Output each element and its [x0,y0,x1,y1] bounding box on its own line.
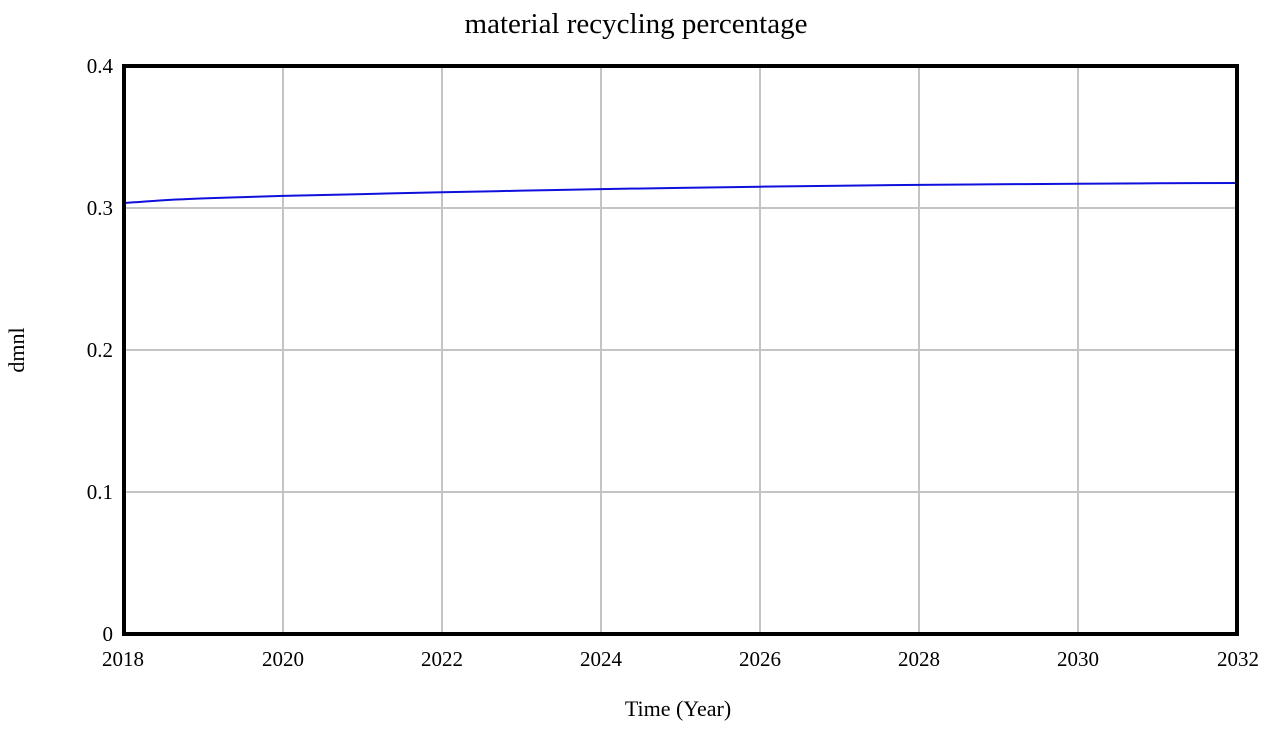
x-tick-label: 2022 [421,647,463,671]
series-line [123,182,1238,205]
x-axis-tick-labels: 2018 2020 2022 2024 2026 2028 2030 2032 [102,647,1259,671]
y-tick-label: 0.3 [87,196,113,220]
x-axis-label: Time (Year) [625,696,731,721]
plot-area-frame [122,64,1239,636]
x-tick-label: 2030 [1057,647,1099,671]
y-tick-label: 0 [103,622,114,646]
x-tick-label: 2018 [102,647,144,671]
x-tick-label: 2026 [739,647,781,671]
y-tick-label: 0.4 [87,54,114,78]
x-tick-label: 2020 [262,647,304,671]
y-tick-label: 0.2 [87,338,113,362]
grid-lines [123,65,1238,635]
chart-title: material recycling percentage [465,8,808,40]
y-tick-label: 0.1 [87,480,113,504]
x-tick-label: 2028 [898,647,940,671]
y-axis-tick-labels: 0 0.1 0.2 0.3 0.4 [87,54,114,646]
x-tick-label: 2024 [580,647,623,671]
y-axis-label: dmnl [4,327,29,372]
x-tick-label: 2032 [1217,647,1259,671]
